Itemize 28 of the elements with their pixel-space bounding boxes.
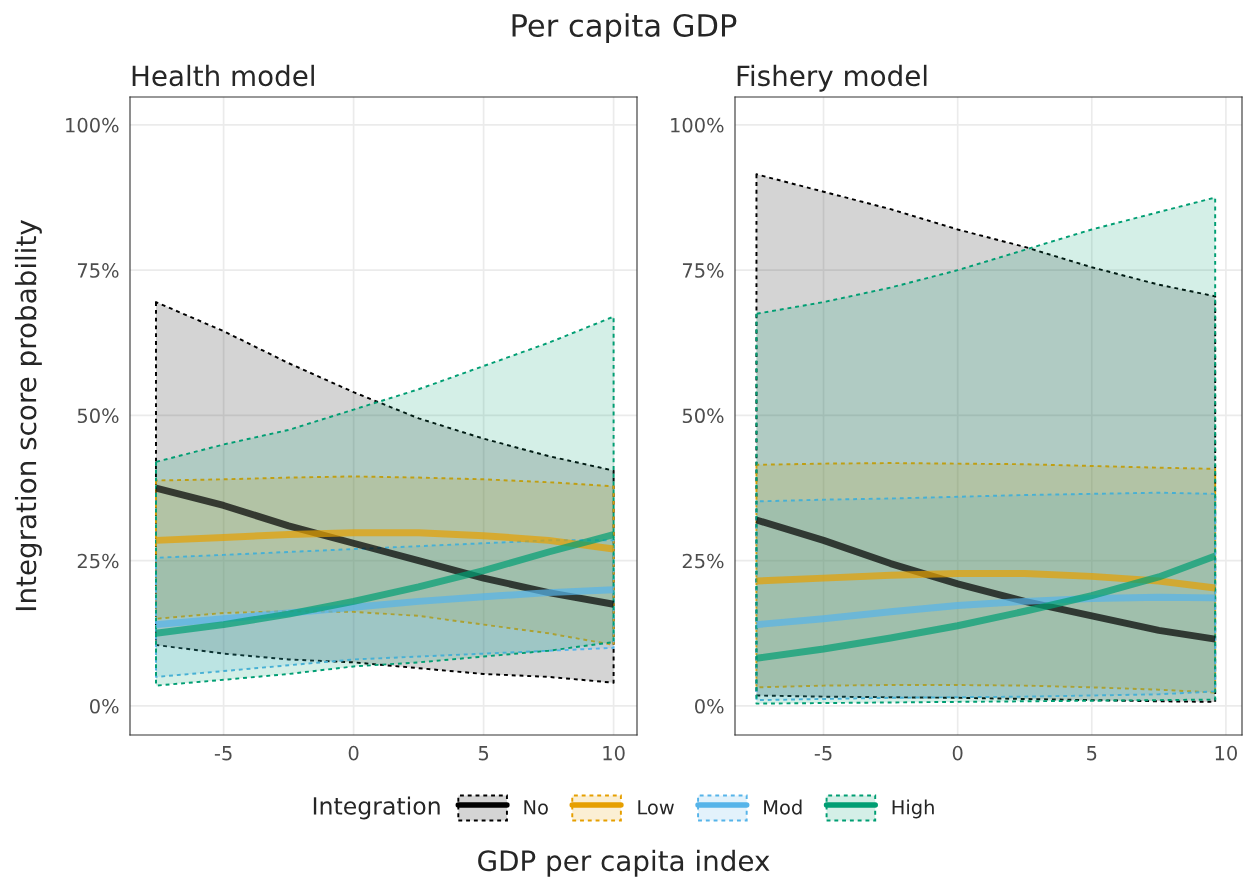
x-tick-label: -5	[214, 746, 232, 761]
legend-title: Integration	[313, 796, 440, 820]
x-tick-label: 0	[952, 745, 963, 761]
y-tick-label: 0%	[90, 698, 119, 714]
x-tick-label: 5	[478, 746, 489, 761]
x-tick-label: 10	[603, 745, 625, 761]
y-tick-label: 75%	[682, 263, 724, 278]
x-tick-label: -5	[814, 746, 832, 761]
x-tick-label: 5	[1087, 746, 1097, 761]
y-axis-title: Integration score probability	[14, 220, 42, 611]
y-tick-label: 75%	[77, 263, 119, 278]
y-tick-label: 100%	[671, 117, 724, 133]
text: Per capita GDP	[512, 13, 737, 43]
legend-label: Low	[638, 800, 674, 815]
x-axis-title: GDP per capita index	[478, 849, 770, 877]
chart-title: Fishery model	[737, 64, 927, 92]
x-tick-label: 10	[1215, 745, 1237, 761]
x-tick-label: 0	[348, 745, 359, 761]
y-tick-label: 0%	[695, 698, 724, 714]
y-tick-label: 100%	[66, 117, 119, 133]
y-tick-label: 25%	[77, 553, 119, 569]
y-tick-label: 50%	[77, 408, 119, 424]
y-tick-label: 25%	[682, 553, 724, 569]
legend-label: Mod	[764, 799, 802, 815]
legend-label: High	[892, 799, 934, 819]
legend-label: No	[524, 800, 548, 815]
chart-title: Health model	[132, 64, 314, 87]
y-tick-label: 50%	[682, 408, 724, 424]
